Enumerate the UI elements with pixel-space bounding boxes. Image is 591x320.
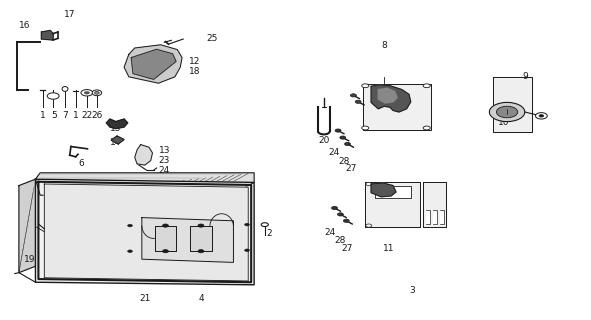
Polygon shape bbox=[111, 136, 124, 144]
Circle shape bbox=[335, 129, 341, 132]
Polygon shape bbox=[19, 179, 35, 273]
Circle shape bbox=[47, 93, 59, 99]
Text: 5: 5 bbox=[51, 111, 57, 120]
Polygon shape bbox=[106, 119, 128, 129]
Text: 13: 13 bbox=[158, 146, 170, 155]
Text: 2: 2 bbox=[266, 229, 272, 238]
Circle shape bbox=[84, 91, 90, 94]
Circle shape bbox=[489, 102, 525, 122]
Polygon shape bbox=[155, 226, 176, 251]
Circle shape bbox=[163, 250, 168, 253]
Text: 3: 3 bbox=[410, 286, 415, 295]
Ellipse shape bbox=[92, 90, 102, 96]
Text: 21: 21 bbox=[139, 294, 151, 303]
Text: 27: 27 bbox=[345, 164, 357, 173]
Circle shape bbox=[350, 94, 356, 97]
Circle shape bbox=[366, 182, 372, 186]
Text: 8: 8 bbox=[381, 41, 387, 50]
Circle shape bbox=[340, 136, 346, 139]
Text: 1: 1 bbox=[73, 111, 79, 120]
Text: 16: 16 bbox=[19, 21, 31, 30]
Text: 25: 25 bbox=[206, 34, 217, 43]
Circle shape bbox=[337, 213, 343, 216]
Text: 19: 19 bbox=[24, 255, 35, 264]
Text: 24: 24 bbox=[158, 166, 170, 175]
Polygon shape bbox=[433, 210, 437, 224]
Polygon shape bbox=[190, 226, 212, 251]
Polygon shape bbox=[131, 49, 176, 79]
Text: 7: 7 bbox=[62, 111, 68, 120]
Circle shape bbox=[535, 113, 547, 119]
Text: 23: 23 bbox=[158, 156, 170, 165]
Text: 14: 14 bbox=[110, 138, 122, 147]
Circle shape bbox=[332, 206, 337, 210]
Circle shape bbox=[198, 250, 204, 253]
Polygon shape bbox=[44, 184, 248, 281]
Circle shape bbox=[362, 126, 369, 130]
Polygon shape bbox=[35, 179, 254, 285]
Ellipse shape bbox=[62, 86, 68, 92]
Text: 6: 6 bbox=[79, 159, 85, 168]
Circle shape bbox=[128, 250, 132, 252]
Circle shape bbox=[128, 224, 132, 227]
Text: 28: 28 bbox=[334, 236, 346, 245]
Text: 24: 24 bbox=[328, 148, 340, 157]
Circle shape bbox=[343, 219, 349, 222]
Circle shape bbox=[362, 84, 369, 88]
Polygon shape bbox=[142, 218, 233, 262]
Circle shape bbox=[423, 84, 430, 88]
Polygon shape bbox=[365, 182, 420, 227]
Circle shape bbox=[261, 223, 268, 227]
Circle shape bbox=[245, 249, 249, 252]
Polygon shape bbox=[124, 45, 182, 83]
Text: 26: 26 bbox=[91, 111, 103, 120]
Text: 9: 9 bbox=[522, 72, 528, 81]
Circle shape bbox=[423, 126, 430, 130]
Polygon shape bbox=[35, 173, 254, 195]
Circle shape bbox=[81, 90, 93, 96]
Ellipse shape bbox=[95, 92, 99, 94]
Circle shape bbox=[198, 224, 204, 227]
Text: 12: 12 bbox=[189, 57, 201, 66]
Text: 10: 10 bbox=[498, 118, 509, 127]
Text: 18: 18 bbox=[189, 67, 201, 76]
Text: 22: 22 bbox=[81, 111, 93, 120]
Polygon shape bbox=[135, 145, 152, 165]
Polygon shape bbox=[371, 183, 396, 197]
Polygon shape bbox=[426, 210, 430, 224]
Text: 24: 24 bbox=[324, 228, 336, 237]
Circle shape bbox=[366, 224, 372, 227]
Text: 15: 15 bbox=[110, 124, 122, 133]
Circle shape bbox=[496, 106, 518, 118]
Polygon shape bbox=[493, 77, 532, 132]
Circle shape bbox=[539, 115, 544, 117]
Text: 20: 20 bbox=[318, 136, 330, 145]
Polygon shape bbox=[363, 84, 431, 130]
Text: 27: 27 bbox=[342, 244, 353, 253]
Text: 28: 28 bbox=[338, 157, 350, 166]
Polygon shape bbox=[440, 210, 444, 224]
Text: 17: 17 bbox=[64, 10, 76, 19]
Polygon shape bbox=[41, 30, 53, 40]
Polygon shape bbox=[371, 85, 411, 112]
Text: 11: 11 bbox=[383, 244, 395, 253]
Polygon shape bbox=[423, 182, 446, 227]
Text: 1: 1 bbox=[40, 111, 46, 120]
Polygon shape bbox=[375, 186, 411, 198]
Circle shape bbox=[163, 224, 168, 227]
Circle shape bbox=[355, 100, 361, 103]
Circle shape bbox=[245, 223, 249, 226]
Polygon shape bbox=[378, 88, 397, 103]
Text: 4: 4 bbox=[198, 294, 204, 303]
Circle shape bbox=[345, 142, 350, 146]
